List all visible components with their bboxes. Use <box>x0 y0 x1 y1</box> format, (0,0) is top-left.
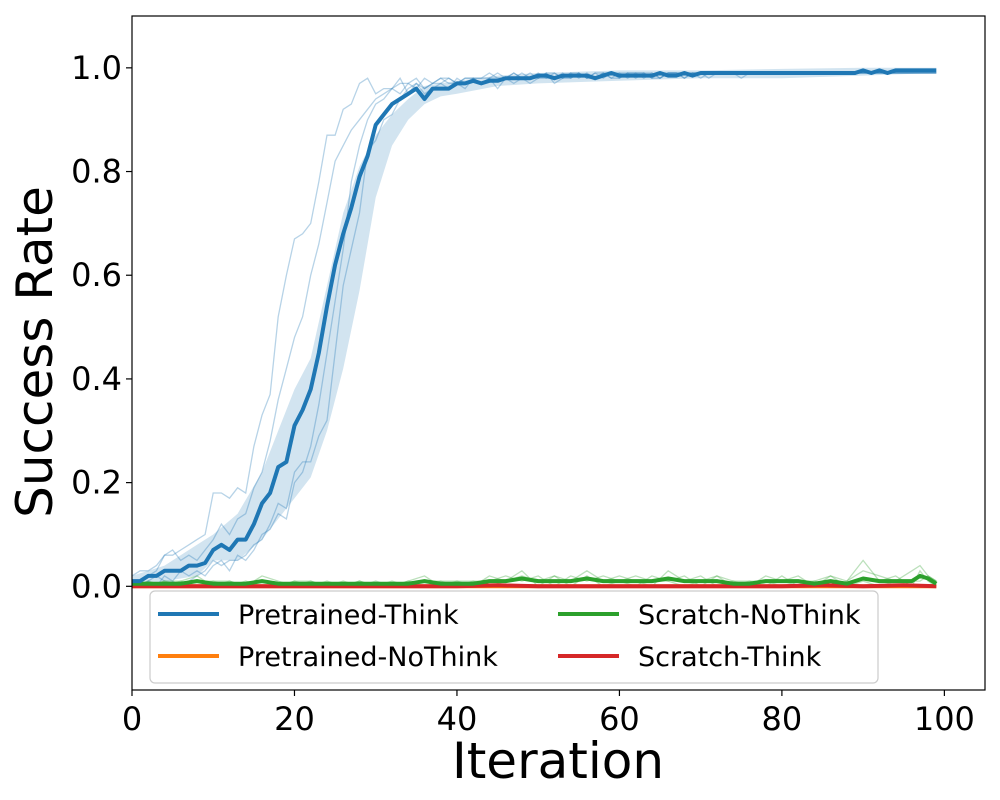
x-tick-label: 80 <box>762 700 803 738</box>
legend-label-pretrained-think: Pretrained-Think <box>238 600 459 631</box>
x-tick-label: 0 <box>122 700 142 738</box>
x-tick-label: 100 <box>914 700 975 738</box>
legend-label-scratch-nothink: Scratch-NoThink <box>638 600 861 631</box>
y-axis-title: Success Rate <box>6 186 64 518</box>
legend-label-pretrained-nothink: Pretrained-NoThink <box>238 642 498 673</box>
x-tick-label: 40 <box>437 700 478 738</box>
y-tick-label: 0.6 <box>71 256 122 294</box>
x-axis-title: Iteration <box>452 732 664 790</box>
y-tick-label: 0.4 <box>71 360 122 398</box>
x-tick-label: 60 <box>599 700 640 738</box>
confidence-bands <box>132 67 937 587</box>
y-tick-label: 0.0 <box>71 567 122 605</box>
scratch-think-mean-line <box>132 583 937 589</box>
legend-box <box>149 590 879 684</box>
y-tick-label: 0.2 <box>71 464 122 502</box>
legend: Pretrained-Think Pretrained-NoThink Scratc… <box>149 590 879 684</box>
pretrained-think-mean-line <box>132 68 937 584</box>
x-tick-label: 20 <box>274 700 315 738</box>
axes: 0 20 40 60 80 100 0.0 0.2 0.4 0.6 0.8 1.0 <box>71 15 986 738</box>
pretrained-think-band <box>132 67 937 587</box>
legend-label-scratch-think: Scratch-Think <box>638 642 822 673</box>
plot-frame <box>131 15 986 691</box>
y-tick-label: 0.8 <box>71 153 122 191</box>
y-tick-label: 1.0 <box>71 49 122 87</box>
scratch-nothink-mean-line <box>132 573 938 586</box>
mean-lines <box>132 68 938 589</box>
